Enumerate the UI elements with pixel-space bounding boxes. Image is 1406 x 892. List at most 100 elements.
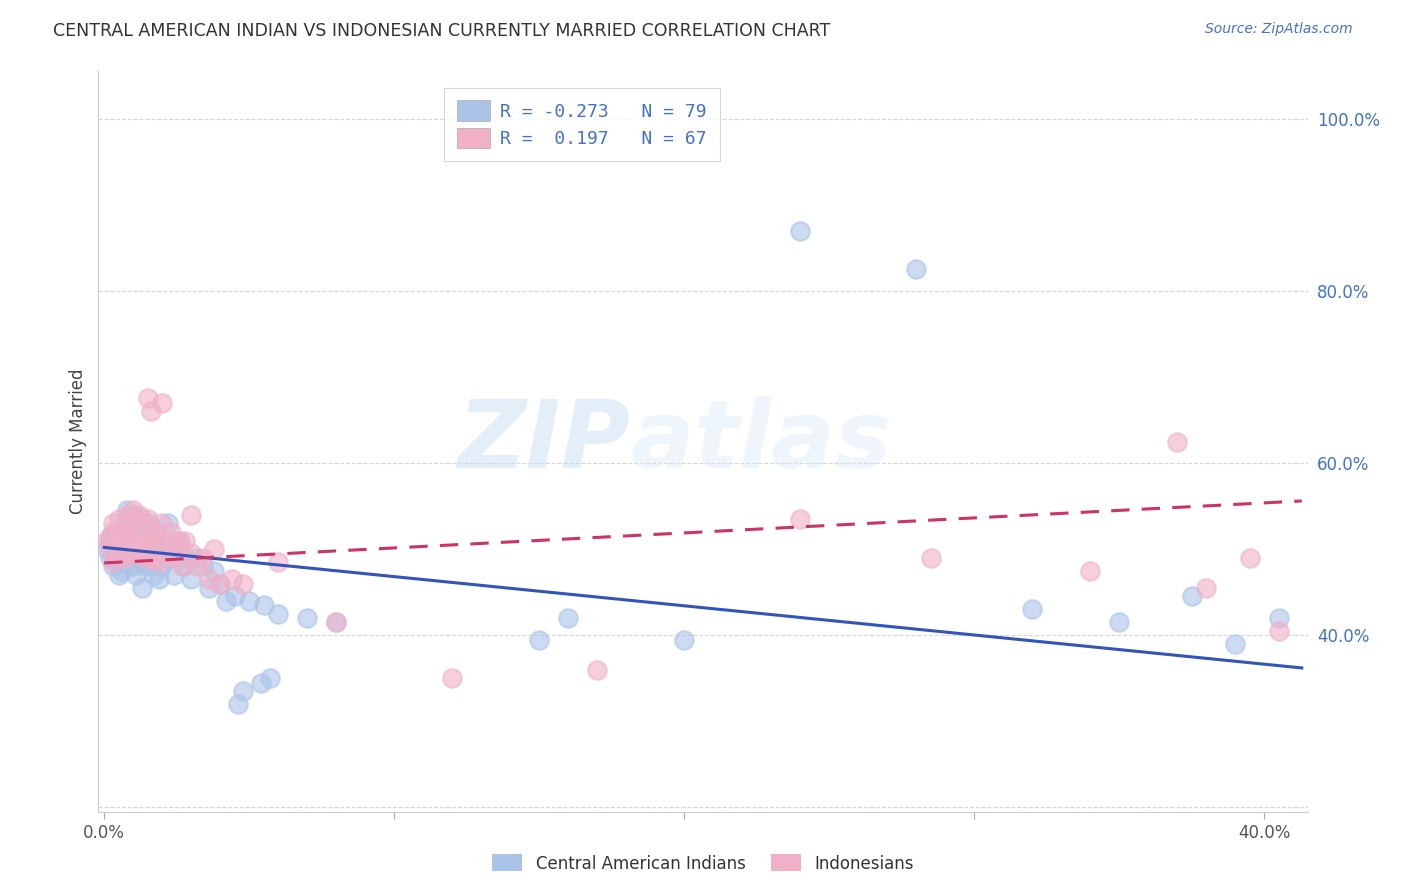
Point bbox=[232, 576, 254, 591]
Point bbox=[96, 542, 118, 557]
Point bbox=[221, 572, 243, 586]
Point bbox=[122, 559, 145, 574]
Point bbox=[131, 512, 153, 526]
Point bbox=[114, 524, 136, 539]
Point bbox=[1223, 637, 1246, 651]
Point bbox=[1195, 581, 1218, 595]
Point bbox=[110, 538, 132, 552]
Point bbox=[136, 512, 159, 526]
Point bbox=[169, 533, 191, 548]
Point bbox=[145, 533, 167, 548]
Point bbox=[238, 594, 260, 608]
Point bbox=[122, 503, 145, 517]
Point bbox=[1078, 564, 1101, 578]
Point bbox=[104, 550, 127, 565]
Point bbox=[150, 516, 173, 531]
Point bbox=[134, 559, 156, 574]
Point bbox=[104, 542, 127, 557]
Point bbox=[142, 550, 165, 565]
Point bbox=[180, 508, 202, 522]
Point bbox=[163, 538, 186, 552]
Point bbox=[1239, 550, 1261, 565]
Point bbox=[156, 550, 179, 565]
Point bbox=[104, 533, 127, 548]
Point bbox=[125, 533, 148, 548]
Point bbox=[114, 555, 136, 569]
Point bbox=[110, 546, 132, 560]
Point bbox=[122, 508, 145, 522]
Point bbox=[1267, 624, 1289, 638]
Point bbox=[150, 396, 173, 410]
Legend: R = -0.273   N = 79, R =  0.197   N = 67: R = -0.273 N = 79, R = 0.197 N = 67 bbox=[444, 87, 720, 161]
Point bbox=[527, 632, 550, 647]
Point bbox=[142, 568, 165, 582]
Text: ZIP: ZIP bbox=[457, 395, 630, 488]
Point bbox=[101, 559, 124, 574]
Point bbox=[125, 524, 148, 539]
Point bbox=[148, 550, 170, 565]
Point bbox=[1267, 611, 1289, 625]
Point bbox=[920, 550, 942, 565]
Point bbox=[789, 224, 811, 238]
Point bbox=[142, 538, 165, 552]
Point bbox=[160, 524, 183, 539]
Point bbox=[191, 559, 214, 574]
Y-axis label: Currently Married: Currently Married bbox=[69, 368, 87, 515]
Point bbox=[107, 529, 129, 543]
Point bbox=[139, 529, 162, 543]
Point bbox=[131, 542, 153, 557]
Point bbox=[139, 559, 162, 574]
Point bbox=[104, 524, 127, 539]
Point bbox=[267, 555, 290, 569]
Text: atlas: atlas bbox=[630, 395, 891, 488]
Point bbox=[120, 516, 142, 531]
Point bbox=[122, 533, 145, 548]
Point bbox=[148, 572, 170, 586]
Point bbox=[215, 594, 238, 608]
Point bbox=[98, 529, 121, 543]
Point bbox=[128, 533, 150, 548]
Point bbox=[117, 533, 139, 548]
Point bbox=[104, 538, 127, 552]
Point bbox=[117, 508, 139, 522]
Point bbox=[202, 542, 225, 557]
Point bbox=[128, 524, 150, 539]
Point bbox=[120, 529, 142, 543]
Point bbox=[197, 572, 219, 586]
Point bbox=[557, 611, 579, 625]
Point bbox=[98, 542, 121, 557]
Point bbox=[107, 512, 129, 526]
Point bbox=[131, 581, 153, 595]
Point bbox=[153, 533, 176, 548]
Point bbox=[209, 576, 232, 591]
Point bbox=[232, 684, 254, 698]
Point bbox=[172, 559, 194, 574]
Point bbox=[134, 533, 156, 548]
Point bbox=[166, 533, 188, 548]
Point bbox=[114, 550, 136, 565]
Point bbox=[107, 546, 129, 560]
Point bbox=[101, 516, 124, 531]
Point bbox=[107, 568, 129, 582]
Point bbox=[98, 533, 121, 548]
Point bbox=[120, 546, 142, 560]
Point bbox=[131, 550, 153, 565]
Point bbox=[202, 564, 225, 578]
Point bbox=[101, 524, 124, 539]
Point bbox=[441, 671, 464, 685]
Point bbox=[101, 555, 124, 569]
Point bbox=[122, 546, 145, 560]
Point bbox=[139, 550, 162, 565]
Point bbox=[209, 576, 232, 591]
Point bbox=[789, 512, 811, 526]
Point bbox=[172, 559, 194, 574]
Point bbox=[673, 632, 696, 647]
Point bbox=[174, 533, 197, 548]
Point bbox=[125, 546, 148, 560]
Point bbox=[145, 524, 167, 539]
Point bbox=[128, 508, 150, 522]
Point bbox=[125, 568, 148, 582]
Point bbox=[98, 550, 121, 565]
Point bbox=[142, 524, 165, 539]
Point bbox=[174, 550, 197, 565]
